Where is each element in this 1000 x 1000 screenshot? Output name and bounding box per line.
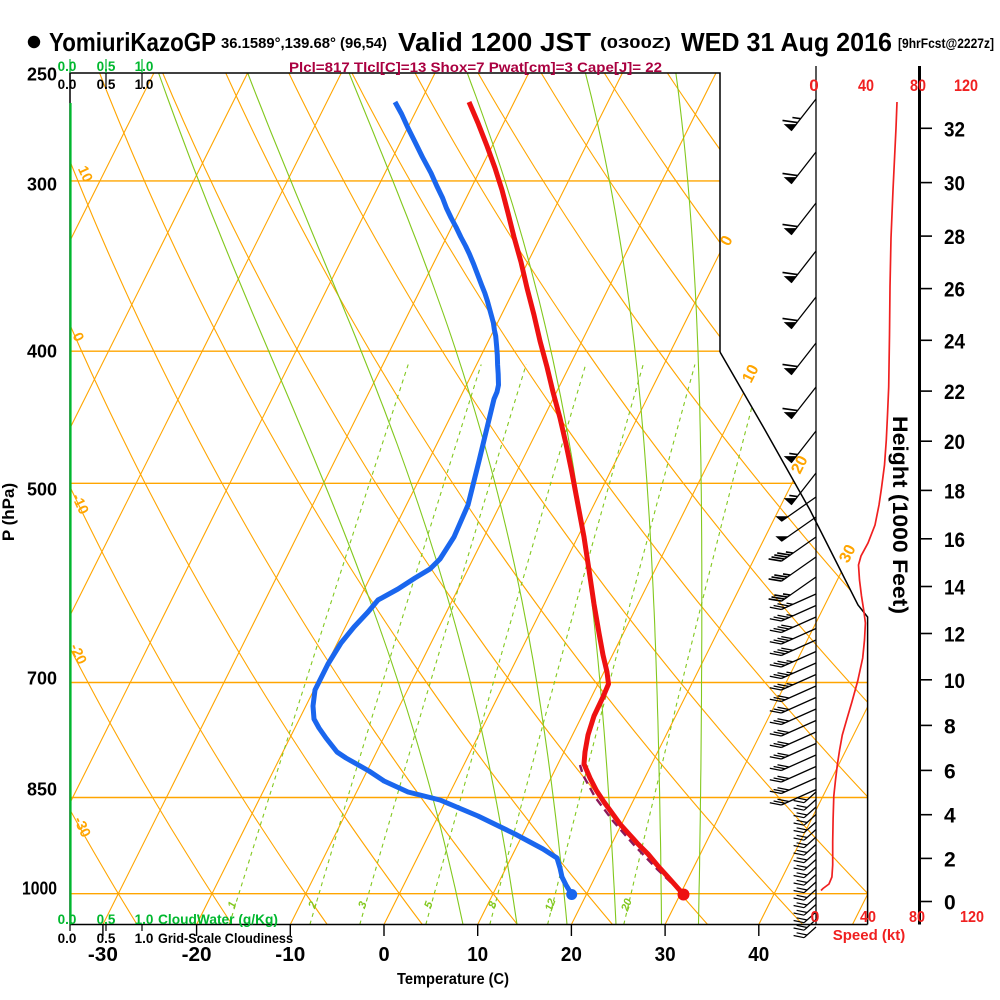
svg-text:12: 12 xyxy=(944,624,965,647)
svg-text:2: 2 xyxy=(306,900,320,911)
svg-text:20: 20 xyxy=(944,431,965,454)
svg-text:1000: 1000 xyxy=(22,879,57,899)
svg-text:0.5: 0.5 xyxy=(97,912,116,927)
svg-text:0.0: 0.0 xyxy=(58,59,77,74)
svg-text:700: 700 xyxy=(27,669,57,689)
svg-text:80: 80 xyxy=(910,76,926,95)
svg-text:5: 5 xyxy=(422,899,436,910)
svg-text:0: 0 xyxy=(944,891,956,914)
svg-text:Speed (kt): Speed (kt) xyxy=(833,927,906,944)
svg-text:0.5: 0.5 xyxy=(97,931,116,946)
svg-text:0.5: 0.5 xyxy=(97,77,116,92)
svg-text:10: 10 xyxy=(74,164,95,185)
svg-text:850: 850 xyxy=(27,780,57,800)
svg-text:500: 500 xyxy=(27,480,57,500)
svg-text:16: 16 xyxy=(944,529,965,552)
svg-text:8: 8 xyxy=(944,715,956,738)
svg-text:40: 40 xyxy=(858,76,874,95)
svg-text:40: 40 xyxy=(860,909,876,926)
svg-text:YomiuriKazoGP: YomiuriKazoGP xyxy=(49,27,216,57)
svg-text:80: 80 xyxy=(909,909,925,926)
svg-text:6: 6 xyxy=(944,760,956,783)
svg-text:0: 0 xyxy=(811,909,820,926)
svg-text:120: 120 xyxy=(954,76,978,95)
svg-text:2: 2 xyxy=(944,848,956,871)
svg-text:3: 3 xyxy=(356,900,369,910)
svg-text:30: 30 xyxy=(655,944,676,966)
svg-text:10: 10 xyxy=(944,670,965,693)
svg-text:18: 18 xyxy=(944,480,965,503)
svg-text:-20: -20 xyxy=(182,944,212,966)
svg-text:20: 20 xyxy=(788,453,811,477)
svg-text:WED 31 Aug 2016: WED 31 Aug 2016 xyxy=(681,27,892,57)
svg-text:300: 300 xyxy=(27,175,57,195)
svg-text:4: 4 xyxy=(944,805,956,828)
svg-text:10: 10 xyxy=(467,944,488,966)
svg-text:1: 1 xyxy=(226,900,239,910)
svg-text:0.0: 0.0 xyxy=(58,931,77,946)
svg-text:0.0: 0.0 xyxy=(58,77,77,92)
svg-text:20: 20 xyxy=(619,896,635,913)
svg-text:-10: -10 xyxy=(275,944,305,966)
svg-text:-30: -30 xyxy=(88,944,118,966)
svg-text:120: 120 xyxy=(960,909,984,926)
svg-text:P (hPa): P (hPa) xyxy=(0,483,18,541)
svg-text:14: 14 xyxy=(944,577,965,600)
svg-text:1.0: 1.0 xyxy=(135,77,154,92)
svg-text:0: 0 xyxy=(378,944,389,966)
svg-text:1.0: 1.0 xyxy=(135,912,154,927)
svg-text:40: 40 xyxy=(748,944,769,966)
svg-text:22: 22 xyxy=(944,381,965,404)
svg-text:Valid 1200 JST: Valid 1200 JST xyxy=(398,27,591,57)
svg-text:(0300Z): (0300Z) xyxy=(600,35,671,52)
svg-text:28: 28 xyxy=(944,226,965,249)
svg-text:Plcl=817 Tlcl[C]=13 Shox=7 Pwa: Plcl=817 Tlcl[C]=13 Shox=7 Pwat[cm]=3 Ca… xyxy=(289,59,662,75)
svg-text:10: 10 xyxy=(739,362,762,386)
svg-text:30: 30 xyxy=(836,542,859,566)
svg-text:32: 32 xyxy=(944,118,965,141)
svg-text:400: 400 xyxy=(27,342,57,362)
svg-text:Temperature (C): Temperature (C) xyxy=(397,971,509,988)
svg-text:30: 30 xyxy=(944,173,965,196)
svg-text:8: 8 xyxy=(486,899,500,910)
svg-text:36.1589°,139.68° (96,54): 36.1589°,139.68° (96,54) xyxy=(221,35,387,52)
svg-text:0: 0 xyxy=(809,76,818,95)
svg-text:CloudWater (g/Kg): CloudWater (g/Kg) xyxy=(158,911,278,927)
svg-text:20: 20 xyxy=(561,944,582,966)
svg-text:24: 24 xyxy=(944,330,965,353)
svg-text:[9hrFcst@2227z]: [9hrFcst@2227z] xyxy=(898,35,994,51)
svg-text:0.5: 0.5 xyxy=(97,59,116,74)
svg-text:12: 12 xyxy=(543,897,558,913)
svg-text:0.0: 0.0 xyxy=(58,912,77,927)
svg-text:Height (1000 Feet): Height (1000 Feet) xyxy=(888,416,911,614)
svg-text:1.0: 1.0 xyxy=(135,59,154,74)
svg-text:250: 250 xyxy=(27,65,57,85)
svg-text:Grid-Scale Cloudiness: Grid-Scale Cloudiness xyxy=(158,931,293,946)
svg-text:1.0: 1.0 xyxy=(135,931,154,946)
svg-text:26: 26 xyxy=(944,279,965,302)
